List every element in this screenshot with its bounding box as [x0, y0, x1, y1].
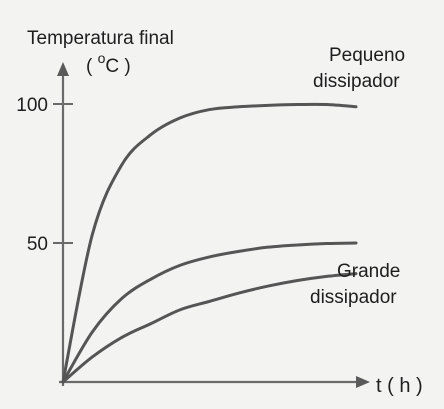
curve-medium	[61, 241, 358, 384]
y-ticks: 50 100	[16, 95, 73, 255]
y-axis-unit-rest: C )	[105, 56, 130, 77]
curve-large-heatsink	[61, 272, 358, 384]
curves	[61, 102, 358, 384]
axes	[57, 62, 370, 388]
curve-small-heatsink	[61, 102, 358, 384]
y-tick-label-100: 100	[16, 95, 48, 116]
y-tick-label-50: 50	[27, 234, 48, 255]
x-axis-arrow	[356, 376, 370, 388]
y-axis-title: Temperatura final	[27, 28, 174, 49]
annotation-small-heatsink-line2: dissipador	[313, 71, 400, 92]
y-axis-arrow	[57, 62, 69, 76]
y-axis-unit-degree: o	[98, 50, 106, 66]
y-axis-unit-open: (	[86, 56, 98, 77]
annotation-small-heatsink-line1: Pequeno	[329, 45, 405, 66]
annotation-large-heatsink-line2: dissipador	[310, 287, 397, 308]
x-axis-title: t ( h )	[376, 375, 423, 397]
annotation-large-heatsink-line1: Grande	[337, 261, 400, 282]
y-axis-unit: ( oC )	[86, 50, 131, 77]
